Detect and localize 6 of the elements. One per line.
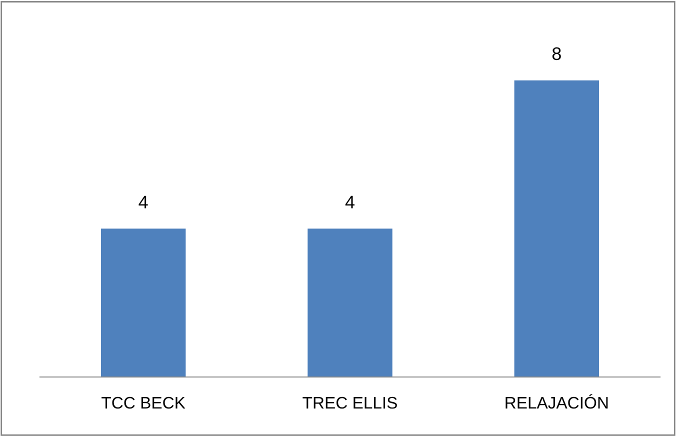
- x-tick-label: TCC BECK: [102, 396, 186, 409]
- x-tick-label: RELAJACIÓN: [506, 394, 608, 409]
- data-label: 8: [552, 47, 561, 60]
- data-label: 4: [345, 196, 354, 208]
- x-tick-label: TREC ELLIS: [302, 396, 397, 409]
- data-label: 4: [138, 196, 148, 208]
